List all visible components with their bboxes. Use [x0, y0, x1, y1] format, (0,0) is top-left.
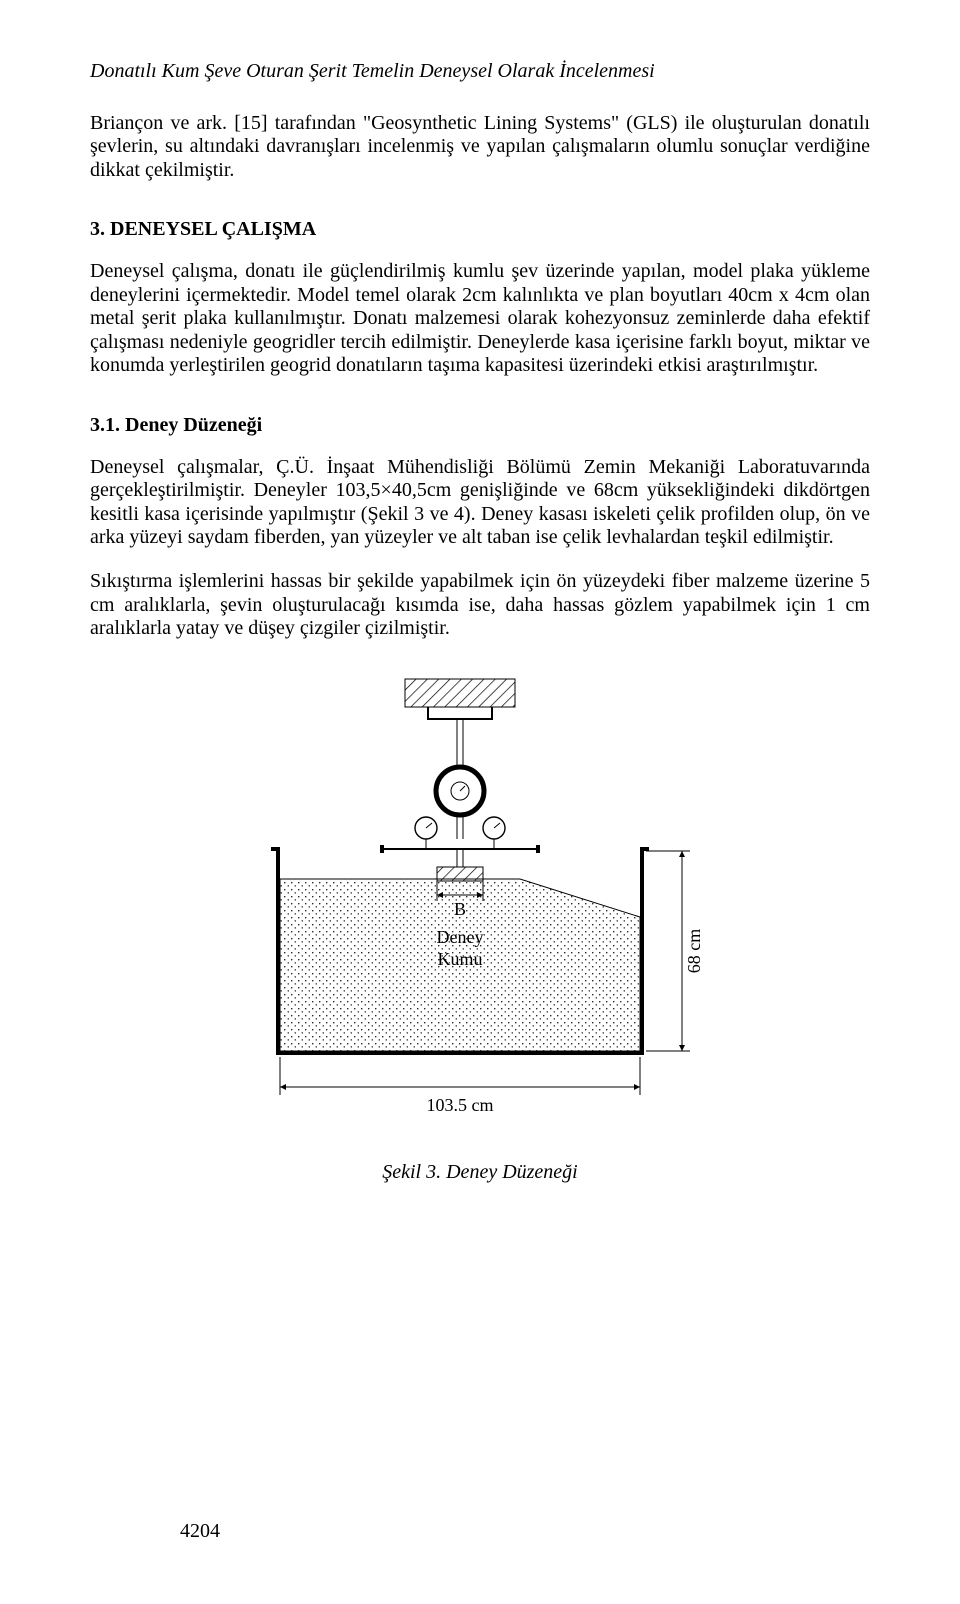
- svg-text:Kumu: Kumu: [438, 949, 483, 969]
- running-title: Donatılı Kum Şeve Oturan Şerit Temelin D…: [90, 60, 870, 84]
- section-3-heading: 3. DENEYSEL ÇALIŞMA: [90, 218, 870, 242]
- svg-text:Deney: Deney: [437, 927, 484, 947]
- section-3-1-body-2: Sıkıştırma işlemlerini hassas bir şekild…: [90, 570, 870, 641]
- figure-3-caption: Şekil 3. Deney Düzeneği: [90, 1161, 870, 1185]
- svg-text:68 cm: 68 cm: [684, 928, 704, 973]
- section-3-1-heading: 3.1. Deney Düzeneği: [90, 414, 870, 438]
- svg-text:103.5 cm: 103.5 cm: [427, 1095, 494, 1115]
- section-3-body: Deneysel çalışma, donatı ile güçlendiril…: [90, 260, 870, 378]
- figure-3: B DeneyKumu 68 cm 103.5 cm Şekil 3. Deney D…: [90, 671, 870, 1185]
- experiment-apparatus-diagram: B DeneyKumu 68 cm 103.5 cm: [220, 671, 740, 1141]
- section-3-1-body-1: Deneysel çalışmalar, Ç.Ü. İnşaat Mühendi…: [90, 456, 870, 550]
- paragraph-intro: Briançon ve ark. [15] tarafından "Geosyn…: [90, 112, 870, 183]
- svg-text:B: B: [454, 899, 466, 919]
- page-number: 4204: [180, 1520, 220, 1544]
